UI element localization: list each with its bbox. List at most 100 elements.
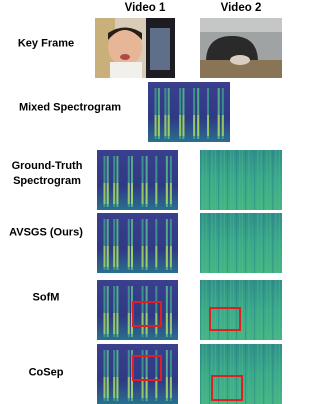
spectrogram-streak (179, 88, 182, 139)
spectrogram-streak (131, 183, 134, 204)
spectrogram-streak (155, 219, 158, 270)
spectrogram-texture (275, 213, 277, 273)
spectrogram-texture (218, 150, 220, 210)
spectrogram-texture (254, 280, 256, 340)
spectrogram-texture (209, 150, 211, 210)
spectrogram-streak (221, 115, 224, 136)
spectrogram-texture (232, 150, 234, 210)
spectrogram-texture (269, 280, 271, 340)
spectrogram-texture (230, 344, 232, 404)
spectrogram-texture (248, 150, 250, 210)
spectrogram-streak (113, 246, 116, 267)
spectrogram-streak (145, 156, 148, 207)
spectrogram-texture (272, 213, 274, 273)
spectrogram-streak (169, 350, 172, 401)
spectrogram-streak (103, 377, 106, 398)
spectrogram-streak (106, 377, 109, 398)
spectrogram (97, 280, 178, 340)
spectrogram-streak (141, 156, 144, 207)
spectrogram-texture (230, 213, 232, 273)
spectrogram-streak (103, 246, 106, 267)
spectrogram-streak (182, 88, 185, 139)
spectrogram-texture (245, 280, 247, 340)
spectrogram-texture (239, 213, 241, 273)
spectrogram-streak (141, 377, 144, 398)
spectrogram (97, 213, 178, 273)
spectrogram-streak (155, 183, 158, 204)
spectrogram-streak (106, 313, 109, 334)
spectrogram-streak (127, 313, 130, 334)
spectrogram-texture (209, 344, 211, 404)
spectrogram-texture (205, 213, 207, 273)
spectrogram-streak (103, 313, 106, 334)
spectrogram-streak (197, 115, 200, 136)
spectrogram-streak (116, 156, 119, 207)
spectrogram-streak (113, 156, 116, 207)
spectrogram-texture (260, 213, 262, 273)
spectrogram-streak (141, 246, 144, 267)
spectrogram-streak (131, 219, 134, 270)
spectrogram-texture (227, 280, 229, 340)
spectrogram-texture (272, 150, 274, 210)
spectrogram-texture (278, 213, 280, 273)
spectrogram-streak (207, 115, 210, 136)
spectrogram-texture (227, 213, 229, 273)
spectrogram-streak (167, 115, 170, 136)
spectrogram-texture (257, 150, 259, 210)
spectrogram-texture (278, 344, 280, 404)
spectrogram-texture (218, 280, 220, 340)
spectrogram-streak (127, 377, 130, 398)
spectrogram-streak (165, 156, 168, 207)
spectrogram-streak (145, 313, 148, 334)
figure: Video 1 Video 2 Key Frame Mixed Spectrog… (9, 2, 282, 404)
figure-graphics (95, 18, 282, 404)
spectrogram-base (200, 213, 282, 273)
spectrogram-streak (116, 246, 119, 267)
spectrogram-streak (169, 313, 172, 334)
spectrogram-streak (127, 350, 130, 401)
spectrogram-texture (245, 344, 247, 404)
spectrogram-texture (220, 150, 222, 210)
spectrogram-texture (211, 344, 213, 404)
spectrogram-texture (260, 280, 262, 340)
spectrogram-texture (263, 213, 265, 273)
spectrogram-streak (154, 115, 157, 136)
spectrogram-texture (202, 150, 204, 210)
spectrogram-streak (169, 377, 172, 398)
spectrogram-texture (248, 344, 250, 404)
spectrogram-streak (165, 313, 168, 334)
spectrogram-streak (207, 88, 210, 139)
spectrogram-texture (257, 344, 259, 404)
spectrogram-texture (245, 150, 247, 210)
spectrogram-texture (254, 344, 256, 404)
spectrogram-streak (127, 219, 130, 270)
spectrogram-streak (145, 350, 148, 401)
spectrogram-texture (214, 213, 216, 273)
spectrogram-streak (167, 88, 170, 139)
spectrogram-streak (165, 183, 168, 204)
spectrogram-streak (141, 350, 144, 401)
spectrogram-texture (241, 213, 243, 273)
spectrogram-texture (211, 150, 213, 210)
spectrogram-texture (202, 280, 204, 340)
spectrogram-texture (266, 280, 268, 340)
spectrogram-texture (220, 280, 222, 340)
spectrogram-base (200, 150, 282, 210)
spectrogram-texture (232, 280, 234, 340)
spectrogram-texture (278, 150, 280, 210)
spectrogram (97, 344, 178, 404)
spectrogram-texture (223, 344, 225, 404)
spectrogram-texture (200, 344, 201, 404)
spectrogram-texture (232, 213, 234, 273)
spectrogram-base (148, 82, 230, 142)
spectrogram-texture (202, 344, 204, 404)
spectrogram-texture (260, 150, 262, 210)
spectrogram-streak (155, 313, 158, 334)
spectrogram-texture (223, 280, 225, 340)
spectrogram-texture (200, 280, 201, 340)
spectrogram-streak (131, 246, 134, 267)
spectrogram-streak (127, 156, 130, 207)
spectrogram-streak (169, 286, 172, 337)
spectrogram-texture (214, 344, 216, 404)
column-header: Video 2 (220, 2, 262, 14)
